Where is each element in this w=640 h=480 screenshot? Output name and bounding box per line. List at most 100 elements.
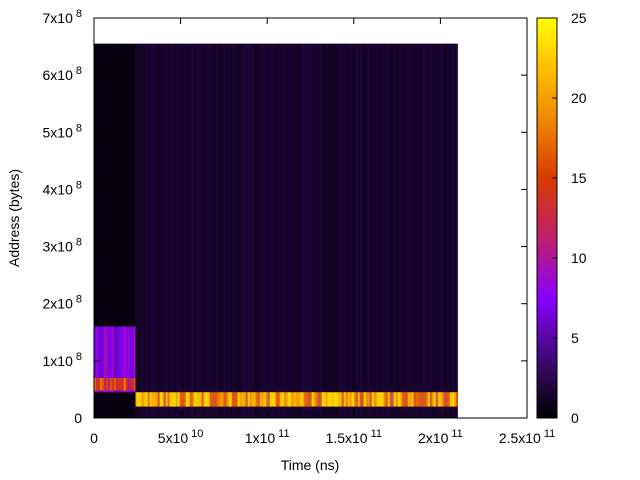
heat-cell	[277, 392, 280, 407]
heat-cell	[377, 392, 380, 407]
heat-cell	[145, 392, 148, 407]
heat-cell	[287, 392, 290, 407]
colorbar-tick-label: 5	[571, 330, 579, 346]
heat-cell	[315, 392, 318, 407]
heat-cell	[383, 43, 386, 418]
heat-cell	[327, 392, 330, 407]
heat-cell	[299, 43, 302, 418]
heat-cell	[335, 43, 338, 418]
heat-cell	[321, 43, 324, 418]
heat-cell	[193, 392, 196, 407]
heat-cell	[167, 392, 170, 407]
y-axis-ticks: 0 1x10 8 2x10 8 3x10 8 4x10 8 5x10 8 6x10 8 7x10 8	[43, 8, 527, 426]
heat-cell	[363, 392, 366, 407]
heat-cell	[387, 43, 390, 418]
heat-cell	[241, 392, 244, 407]
heat-cell	[221, 43, 224, 418]
heat-cell	[117, 43, 121, 418]
heat-cell	[241, 43, 244, 418]
heat-cell	[293, 392, 296, 407]
heat-cell	[281, 392, 284, 407]
colorbar-tick-label: 15	[571, 170, 587, 186]
heat-cell	[299, 392, 302, 407]
heat-cell	[385, 43, 388, 418]
heat-cell	[131, 378, 134, 391]
heat-cell	[107, 378, 111, 391]
heat-cell	[175, 43, 178, 418]
heat-cell	[223, 43, 226, 418]
heat-cell	[119, 326, 123, 393]
heat-cell	[171, 392, 174, 407]
heat-cell	[313, 392, 316, 407]
heat-cell	[125, 43, 128, 418]
heat-cell	[409, 392, 412, 407]
heat-cell	[371, 43, 374, 418]
heat-cell	[413, 392, 417, 407]
heat-cell	[94, 378, 97, 391]
heat-cell	[291, 43, 294, 418]
heat-cell	[393, 392, 396, 407]
heat-cell	[197, 392, 200, 407]
heat-cell	[343, 43, 346, 418]
heat-cell	[419, 392, 423, 407]
heat-cell	[407, 43, 410, 418]
y-tick-label: 1x10 8	[43, 351, 82, 369]
heat-cell	[339, 392, 342, 407]
y-tick-label: 3x10 8	[43, 237, 82, 255]
heat-cell	[419, 43, 423, 418]
heat-cell	[127, 378, 130, 391]
heat-cell	[129, 378, 132, 391]
heat-cell	[213, 392, 216, 407]
heat-cell	[315, 43, 318, 418]
heat-cell	[193, 43, 196, 418]
heat-cell	[257, 43, 260, 418]
heat-cell	[331, 43, 334, 418]
heat-cell	[397, 392, 400, 407]
heat-cell	[209, 43, 212, 418]
heat-cell	[207, 43, 210, 418]
heat-cell	[165, 43, 168, 418]
heat-cell	[431, 392, 435, 407]
heat-cell	[399, 43, 402, 418]
x-tick-label: 0	[90, 430, 98, 446]
heat-cell	[341, 43, 344, 418]
heat-cell	[337, 43, 340, 418]
heat-cell	[179, 43, 182, 418]
heat-cell	[185, 43, 188, 418]
heat-cell	[403, 392, 406, 407]
heat-cell	[183, 392, 186, 407]
heat-cell	[433, 392, 437, 407]
heat-cell	[111, 43, 115, 418]
heat-cell	[371, 392, 374, 407]
heat-cell	[167, 43, 170, 418]
heat-cell	[245, 392, 248, 407]
heat-cell	[109, 326, 113, 393]
heat-cell	[275, 392, 278, 407]
heat-cell	[179, 392, 182, 407]
heat-cell	[157, 43, 160, 418]
heat-cell	[283, 43, 286, 418]
heat-cell	[135, 392, 138, 407]
heat-cell	[171, 43, 174, 418]
heat-cell	[275, 43, 278, 418]
heat-cell	[143, 392, 146, 407]
heat-cell	[271, 43, 274, 418]
heat-cell	[205, 43, 208, 418]
heat-cell	[451, 43, 455, 418]
heat-cell	[211, 43, 214, 418]
heat-cell	[269, 392, 272, 407]
heat-cell	[399, 392, 402, 407]
heat-cell	[187, 392, 190, 407]
heat-cell	[305, 43, 308, 418]
heat-cell	[317, 392, 320, 407]
heat-cell	[321, 392, 324, 407]
heat-cell	[227, 392, 230, 407]
heat-cell	[391, 392, 394, 407]
heat-cell	[377, 43, 380, 418]
heat-cell	[281, 43, 284, 418]
heat-cell	[427, 392, 431, 407]
heat-cell	[351, 43, 354, 418]
heat-cell	[113, 326, 117, 393]
heat-cell	[151, 43, 154, 418]
heat-cell	[379, 392, 382, 407]
